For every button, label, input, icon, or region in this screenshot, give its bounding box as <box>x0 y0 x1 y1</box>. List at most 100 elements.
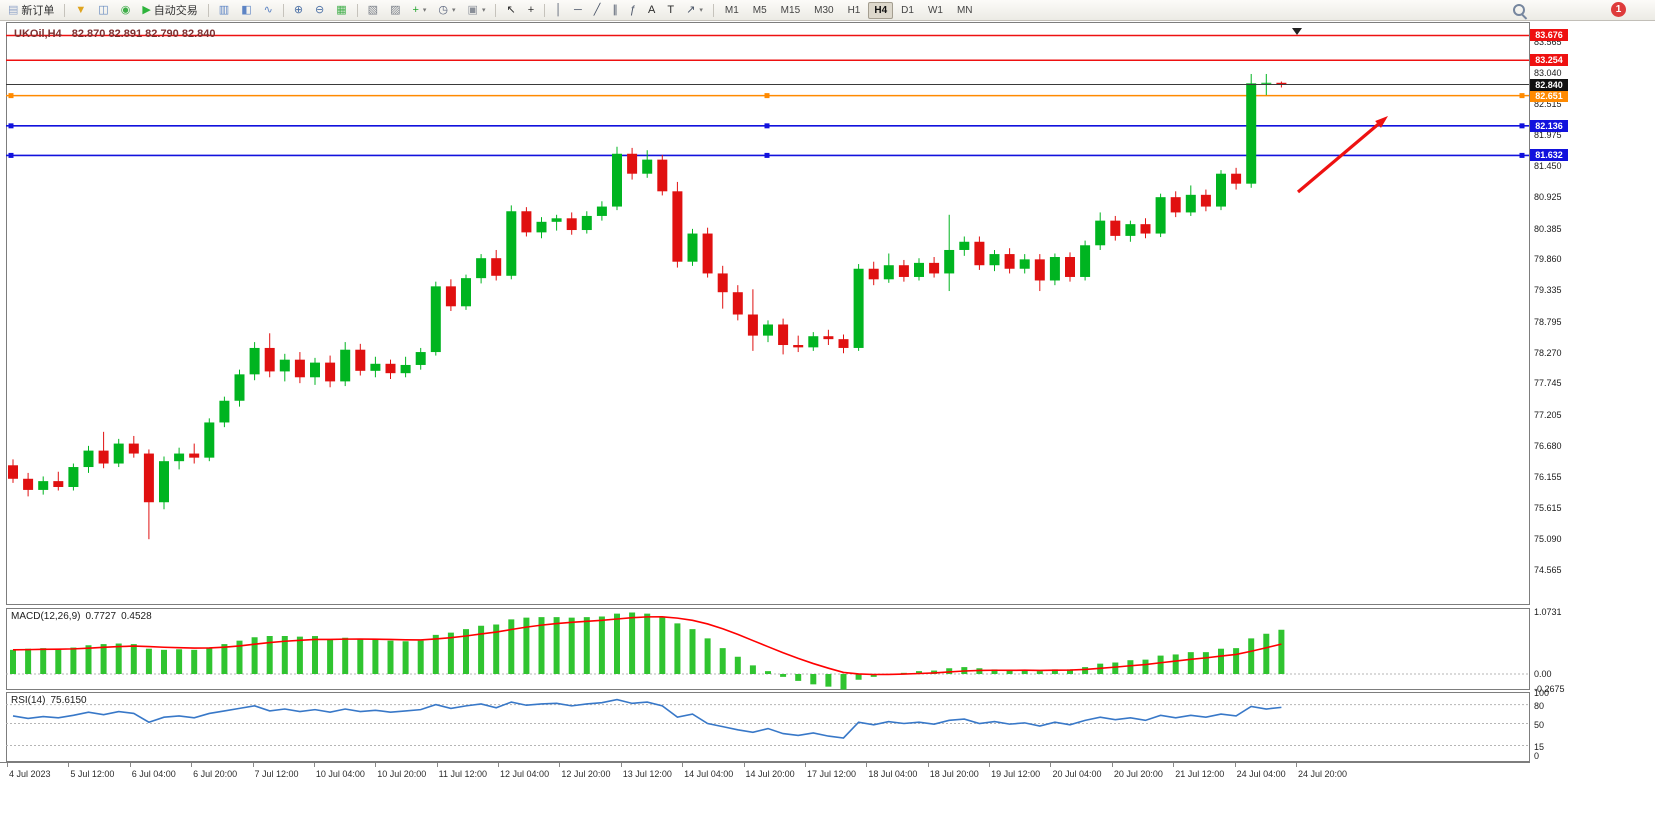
candle <box>898 265 909 277</box>
line-handle[interactable] <box>8 152 14 158</box>
zoom-out-button[interactable]: ⊖ <box>310 1 329 20</box>
time-tick <box>436 763 438 767</box>
timeframe-button-m15[interactable]: M15 <box>780 4 801 16</box>
timeframe-button-h1[interactable]: H1 <box>847 4 861 16</box>
cursor-button[interactable]: ↖ <box>501 1 520 20</box>
candle <box>204 422 215 458</box>
candle <box>732 292 743 315</box>
channel-button[interactable]: ∥ <box>607 1 623 20</box>
text-label-button[interactable]: T <box>662 1 679 20</box>
line-handle[interactable] <box>764 93 770 99</box>
candle <box>717 273 728 293</box>
crosshair-button[interactable]: + <box>523 1 539 20</box>
candle <box>838 339 849 348</box>
time-axis-label: 4 Jul 2023 <box>9 769 51 779</box>
line-handle[interactable] <box>1519 152 1525 158</box>
timeframe-button-m5[interactable]: M5 <box>752 4 767 16</box>
price-axis-tick: 82.515 <box>1534 98 1562 109</box>
candle <box>521 211 532 233</box>
candle <box>596 206 607 216</box>
tile-windows-button[interactable]: ▦ <box>331 1 351 20</box>
candle <box>747 314 758 336</box>
toolbar-separator <box>495 3 497 17</box>
periods-button[interactable]: ◷ ▾ <box>433 1 460 20</box>
terminal-button[interactable]: ◫ <box>93 1 113 20</box>
zoom-out-icon: ⊖ <box>315 3 325 16</box>
price-axis-tick: 77.205 <box>1534 410 1562 421</box>
fibonacci-button[interactable]: ƒ <box>625 1 641 20</box>
time-axis-label: 20 Jul 20:00 <box>1113 769 1163 779</box>
text-button[interactable]: A <box>643 1 660 20</box>
time-tick <box>682 763 684 767</box>
line-handle[interactable] <box>8 123 14 129</box>
community-button[interactable]: ◉ <box>116 1 136 20</box>
candlestick-chart-icon: ◧ <box>241 3 252 16</box>
time-axis-label: 24 Jul 04:00 <box>1236 769 1286 779</box>
strategy-tester-button[interactable]: ▧ <box>363 1 383 20</box>
price-scale[interactable]: 83.565 83.040 82.515 81.975 81.450 80.925 80.3… <box>1530 22 1592 784</box>
bar-chart-button[interactable]: ▥ <box>214 1 234 20</box>
shapes-button[interactable]: ↗ ▾ <box>681 1 708 20</box>
line-handle[interactable] <box>764 123 770 129</box>
candle <box>536 221 547 233</box>
candle <box>1049 257 1060 281</box>
new-order-button[interactable]: ▤ 新订单 <box>3 1 59 20</box>
cursor-icon: ↖ <box>506 3 516 16</box>
line-handle[interactable] <box>764 152 770 158</box>
candle <box>1110 220 1121 236</box>
timeframe-button-h4[interactable]: H4 <box>868 1 894 19</box>
templates-button[interactable]: ▣ ▾ <box>463 1 491 20</box>
candle <box>83 450 94 468</box>
price-axis-tick: 74.565 <box>1534 565 1562 575</box>
data-window-button[interactable]: ▨ <box>385 1 405 20</box>
candlestick-chart-button[interactable]: ◧ <box>236 1 256 20</box>
vertical-line-icon: │ <box>555 3 562 16</box>
time-axis-label: 6 Jul 04:00 <box>131 769 176 779</box>
add-indicator-button[interactable]: + ▾ <box>407 1 431 20</box>
line-handle[interactable] <box>8 93 14 99</box>
funnel-icon: ▼ <box>75 3 87 16</box>
time-tick <box>1234 763 1236 767</box>
price-axis-tick: 78.270 <box>1534 347 1562 358</box>
line-chart-button[interactable]: ∿ <box>259 1 278 20</box>
timeframe-button-m30[interactable]: M30 <box>814 4 834 16</box>
timeframe-button-m1[interactable]: M1 <box>724 4 739 16</box>
macd-signal-line <box>12 616 1282 676</box>
macd-panel[interactable] <box>6 608 1530 690</box>
line-handle[interactable] <box>1519 93 1525 99</box>
candle <box>68 467 79 487</box>
time-axis[interactable]: 4 Jul 2023 5 Jul 12:00 6 Jul 04:00 6 Jul 20… <box>0 762 1572 788</box>
trend-arrow-head <box>1375 116 1388 128</box>
line-handle[interactable] <box>1519 123 1525 129</box>
candle <box>159 461 169 503</box>
price-chart[interactable] <box>6 22 1530 605</box>
crosshair-icon: + <box>527 3 535 16</box>
notification-badge[interactable]: 1 <box>1611 2 1626 17</box>
candle <box>340 349 351 382</box>
vertical-line-button[interactable]: │ <box>550 1 567 20</box>
horizontal-line-button[interactable]: ─ <box>569 1 587 20</box>
zoom-in-button[interactable]: ⊕ <box>289 1 308 20</box>
candle <box>189 453 200 458</box>
price-frame <box>6 22 1530 605</box>
trendline-button[interactable]: ╱ <box>589 1 606 20</box>
candle <box>430 286 441 353</box>
auto-trading-button[interactable]: ▶ 自动交易 <box>137 1 202 20</box>
rsi-panel[interactable] <box>6 692 1530 762</box>
new-order-icon: ▤ <box>8 3 19 16</box>
price-axis-tick: 83.565 <box>1534 37 1562 47</box>
chart-profile-button[interactable]: ▼ <box>70 1 91 20</box>
timeframe-button-d1[interactable]: D1 <box>901 4 914 16</box>
macd-signal-value: 0.4528 <box>121 611 152 622</box>
candle <box>1185 194 1196 213</box>
timeframe-button-mn[interactable]: MN <box>956 4 973 16</box>
timeframe-button-w1[interactable]: W1 <box>927 4 943 16</box>
search-icon[interactable] <box>1512 3 1527 18</box>
candle <box>808 336 819 348</box>
chart-shift-marker[interactable] <box>1292 28 1302 35</box>
rsi-axis-tick: 15 <box>1534 741 1545 752</box>
tile-windows-icon: ▦ <box>336 3 347 16</box>
trend-arrow[interactable] <box>1296 123 1380 194</box>
dropdown-arrow-icon: ▾ <box>481 7 486 14</box>
horizontal-line-icon: ─ <box>574 3 582 16</box>
